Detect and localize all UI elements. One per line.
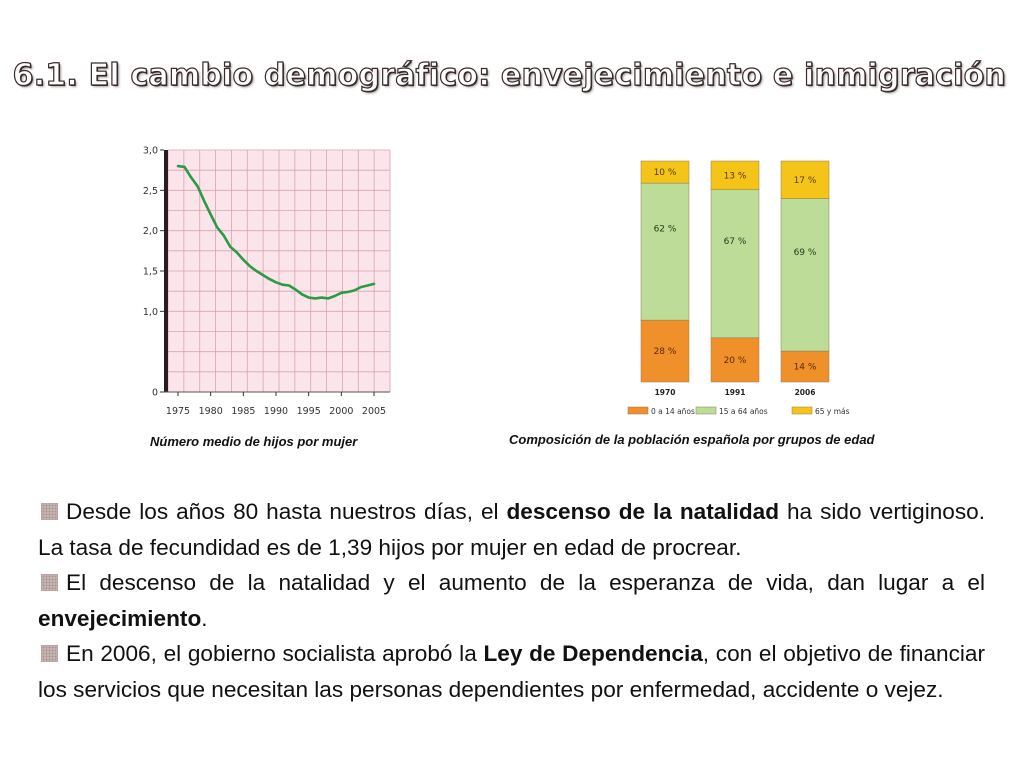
fertility-data-point (183, 166, 186, 168)
bullet-square-icon (41, 574, 58, 591)
fertility-data-point (288, 284, 290, 287)
fertility-data-point (229, 245, 232, 248)
bar-segment (710, 189, 760, 339)
bullet-text: . (201, 605, 208, 631)
bar-segment (640, 182, 690, 321)
fertility-data-point (216, 226, 219, 229)
bar-value-label: 13 % (724, 171, 747, 181)
bar-segment (780, 350, 830, 383)
bar-segment (780, 160, 830, 199)
x-tick-label: 2005 (362, 406, 386, 417)
bullet-emphasis: envejecimiento (38, 605, 202, 631)
population-chart-caption: Composición de la población española por… (509, 432, 875, 447)
fertility-data-point (255, 270, 258, 272)
fertility-data-point (353, 289, 356, 292)
x-tick-label: 1985 (231, 406, 255, 417)
legend-swatch (695, 406, 717, 415)
fertility-data-point (268, 278, 271, 280)
bar-value-label: 17 % (794, 176, 817, 186)
fertility-data-point (327, 297, 330, 300)
y-tick-label: 2,5 (143, 186, 158, 197)
bar-segment (780, 198, 830, 352)
x-tick-label: 1995 (297, 406, 321, 417)
fertility-data-point (190, 176, 192, 179)
fertility-data-point (177, 165, 179, 168)
bullet-item: El descenso de la natalidad y el aumento… (38, 565, 985, 636)
y-tick-label: 0 (152, 388, 158, 399)
fertility-data-point (281, 283, 284, 286)
bullet-item: En 2006, el gobierno socialista aprobó l… (38, 636, 985, 707)
fertility-data-point (196, 185, 199, 188)
fertility-chart: 0 1,0 1,5 2,0 2,5 3,0 1975 1980 1985 1990 1995 2000… (143, 146, 391, 417)
bar-segment (640, 319, 690, 383)
fertility-data-point (294, 288, 297, 291)
fertility-data-point (222, 234, 225, 237)
bar-value-label: 62 % (654, 225, 677, 235)
fertility-data-point (366, 284, 369, 287)
bullet-text: Desde los años 80 hasta nuestros días, e… (66, 499, 507, 524)
category-label: 1970 (655, 388, 676, 397)
fertility-data-point (275, 281, 277, 284)
legend-label: 0 a 14 años (651, 407, 695, 416)
fertility-data-point (340, 291, 343, 294)
fertility-data-point (235, 251, 238, 254)
fertility-data-point (248, 265, 251, 268)
y-tick-label: 3,0 (143, 146, 158, 157)
bar-value-label: 10 % (654, 168, 677, 178)
fertility-data-point (346, 291, 349, 293)
bullet-text: En 2006, el gobierno socialista aprobó l… (66, 641, 484, 666)
bar-value-label: 14 % (794, 363, 817, 373)
bullet-square-icon (41, 503, 58, 520)
fertility-data-point (209, 213, 212, 216)
x-tick-label: 1990 (264, 406, 288, 417)
category-label: 1991 (725, 388, 746, 397)
legend-label: 65 y más años (815, 407, 850, 416)
fertility-data-point (307, 296, 310, 299)
x-tick-label: 2000 (329, 406, 353, 417)
y-tick-label: 2,0 (143, 226, 158, 237)
bullet-item: Desde los años 80 hasta nuestros días, e… (38, 494, 985, 565)
y-tick-label: 1,0 (143, 307, 158, 318)
y-axis-bar (164, 150, 168, 392)
fertility-data-point (320, 296, 323, 299)
x-tick-label: 1975 (166, 406, 190, 417)
fertility-data-point (262, 274, 264, 276)
bullet-square-icon (41, 645, 58, 662)
population-chart: 28 % 62 % 10 % 1970 20 % 67 % 13 % 1991 14 % 69 %… (627, 160, 850, 416)
legend-label: 15 a 64 años (719, 407, 768, 416)
fertility-data-point (314, 297, 317, 300)
bar-segment (710, 337, 760, 383)
category-label: 2006 (795, 388, 816, 397)
bar-value-label: 28 % (654, 347, 677, 357)
legend-swatch (791, 406, 813, 415)
fertility-data-point (360, 286, 362, 289)
y-tick-label: 1,5 (143, 267, 158, 278)
bullet-text: , con el objetivo de financiar los servi… (38, 641, 985, 702)
bar-segment (710, 160, 760, 190)
bullet-emphasis: descenso de la natalidad (506, 499, 780, 524)
bar-segment (640, 160, 690, 184)
bullet-text: ha sido vertiginoso. La tasa de fecundid… (38, 499, 986, 560)
fertility-data-point (333, 295, 336, 297)
fertility-data-point (203, 199, 206, 202)
fertility-chart-caption: Número medio de hijos por mujer (150, 434, 358, 449)
x-tick-label: 1980 (199, 406, 223, 417)
legend-swatch (627, 406, 649, 415)
bar-value-label: 69 % (794, 248, 817, 258)
bullet-text: El descenso de la natalidad y el aumento… (66, 570, 985, 595)
bar-value-label: 20 % (724, 356, 747, 366)
fertility-data-point (301, 293, 304, 296)
slide-title: 6.1. El cambio demográfico: envejecimien… (12, 57, 1006, 93)
fertility-data-point (373, 283, 375, 285)
bar-value-label: 67 % (724, 237, 747, 247)
fertility-data-point (242, 258, 245, 261)
bullet-list: Desde los años 80 hasta nuestros días, e… (38, 494, 985, 707)
bullet-emphasis: Ley de Dependencia (483, 641, 703, 666)
